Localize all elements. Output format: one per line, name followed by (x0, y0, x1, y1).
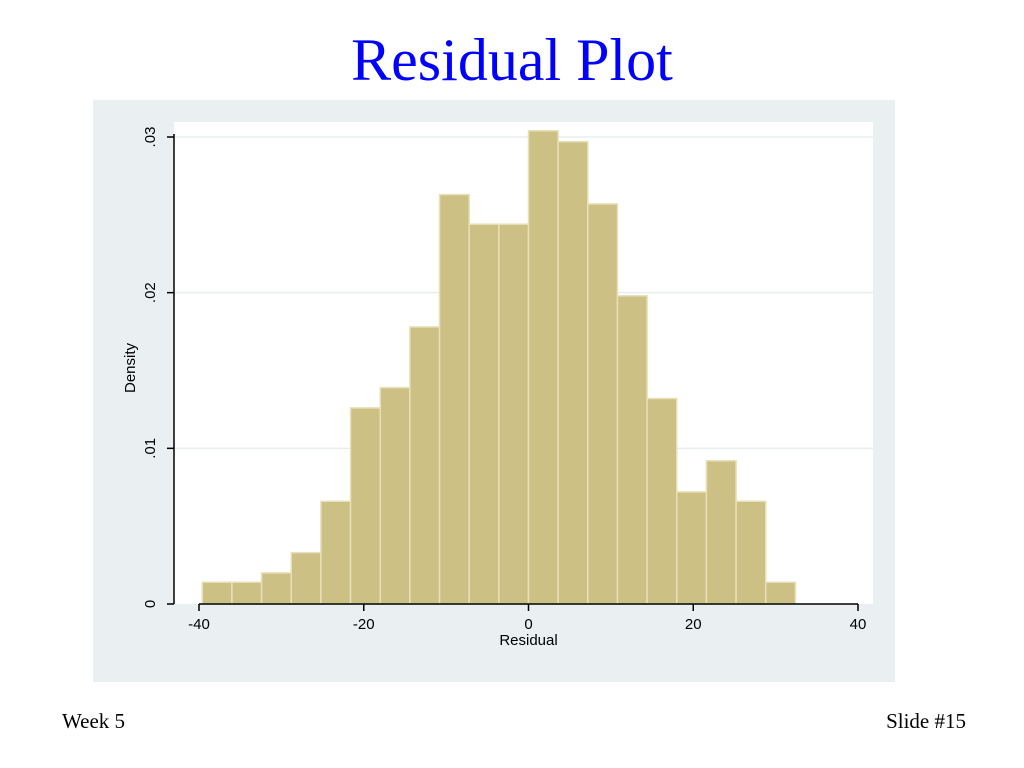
histogram-svg: -40 -20 0 20 40 0 .01 .02 .03 Residual Density (93, 100, 895, 682)
histogram-bar (349, 407, 381, 605)
x-tick-label: -20 (353, 616, 375, 633)
y-tick-label: .01 (142, 438, 159, 459)
histogram-bar (616, 295, 648, 605)
y-axis-label: Density (122, 342, 139, 393)
y-axis-ticks: 0 .01 .02 .03 (142, 127, 174, 608)
footer-week: Week 5 (62, 709, 126, 733)
footer-slide-number: Slide #15 (886, 709, 966, 733)
histogram-bar (409, 326, 441, 605)
histogram-bar (587, 203, 619, 605)
histogram-bar (705, 460, 737, 605)
x-tick-label: 20 (685, 616, 702, 633)
y-tick-label: .03 (142, 127, 159, 148)
histogram-bar (231, 581, 263, 605)
x-tick-label: 0 (524, 616, 532, 633)
histogram-bar (557, 140, 589, 605)
histogram-bar (646, 397, 678, 605)
histogram-bar (735, 500, 767, 605)
y-tick-label: .02 (142, 282, 159, 303)
histogram-bar (764, 581, 797, 605)
histogram-bar (438, 193, 470, 605)
histogram-bar (260, 572, 293, 605)
histogram-bar (676, 491, 708, 605)
histogram-bar (201, 581, 233, 605)
x-axis-ticks: -40 -20 0 20 40 (188, 604, 866, 633)
histogram-bar (320, 500, 352, 605)
histogram-bar (379, 386, 411, 605)
histogram-bar (290, 551, 322, 605)
histogram-bars (201, 130, 797, 605)
histogram-bar (468, 223, 500, 605)
histogram-bar (498, 223, 530, 605)
x-tick-label: -40 (188, 616, 210, 633)
histogram-bar (527, 130, 559, 605)
histogram-chart: -40 -20 0 20 40 0 .01 .02 .03 Residual Density (93, 100, 895, 682)
x-axis-label: Residual (499, 632, 557, 649)
x-tick-label: 40 (850, 616, 867, 633)
y-tick-label: 0 (142, 600, 159, 608)
slide-title: Residual Plot (351, 27, 673, 93)
